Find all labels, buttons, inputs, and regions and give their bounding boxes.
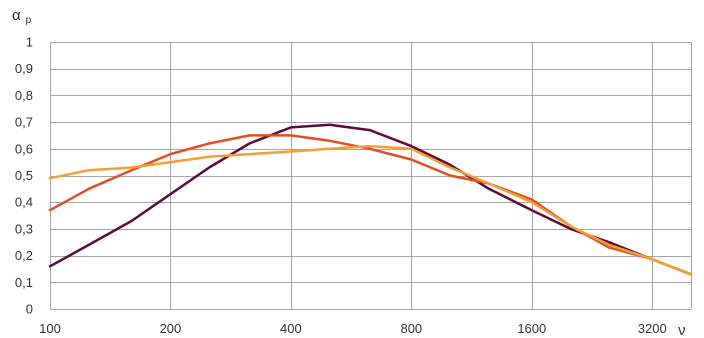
y-tick-label: 0,6 [15, 141, 33, 156]
y-axis-subscript: p [26, 15, 32, 26]
y-tick-label: 0,7 [15, 115, 33, 130]
x-tick-label: 400 [280, 321, 302, 336]
x-tick-label: 200 [160, 321, 182, 336]
y-tick-label: 0,4 [15, 195, 33, 210]
x-tick-labels: 100 200 400 800 1600 3200 [39, 321, 667, 336]
y-tick-label: 0,1 [15, 275, 33, 290]
x-axis-label: ν [678, 322, 686, 338]
series-line-3 [48, 144, 693, 276]
x-tick-label: 1600 [517, 321, 546, 336]
x-tick-label: 3200 [638, 321, 667, 336]
y-tick-label: 0,3 [15, 221, 33, 236]
series-line-2 [48, 134, 693, 276]
x-tick-label: 800 [400, 321, 422, 336]
y-tick-label: 0,9 [15, 61, 33, 76]
series-lines [48, 123, 693, 276]
y-tick-label: 0,2 [15, 248, 33, 263]
y-tick-label: 0,5 [15, 168, 33, 183]
y-axis-label: α [12, 7, 21, 24]
x-tick-label: 100 [39, 321, 61, 336]
y-tick-label: 1 [26, 35, 33, 50]
grid [50, 42, 692, 310]
y-tick-labels: 0 0,1 0,2 0,3 0,4 0,5 0,6 0,7 0,8 0,9 1 [15, 35, 33, 317]
y-tick-label: 0 [26, 302, 33, 317]
y-tick-label: 0,8 [15, 88, 33, 103]
